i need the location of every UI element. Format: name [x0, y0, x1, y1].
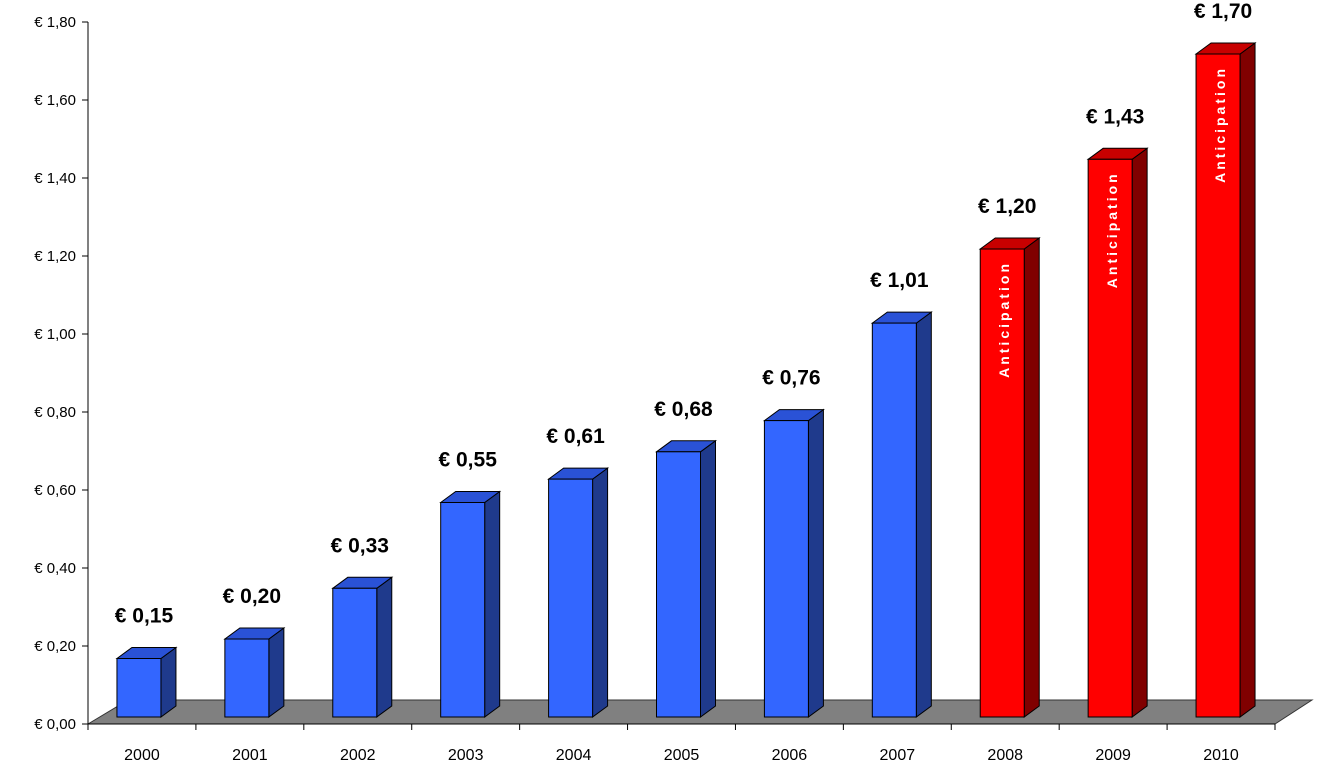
x-tick-label-2005: 2005	[664, 747, 700, 764]
bar-front	[763, 420, 809, 718]
bar-2004	[547, 467, 610, 718]
x-tick-label-2001: 2001	[232, 747, 268, 764]
data-label-2010: € 1,70	[1194, 0, 1252, 23]
bar-front	[116, 658, 162, 718]
data-label-2007: € 1,01	[870, 269, 929, 292]
data-label-2003: € 0,55	[438, 449, 497, 472]
bar-2006	[762, 408, 825, 718]
bar-2005	[654, 439, 718, 718]
bar-front	[224, 638, 270, 718]
bar-2007	[870, 311, 933, 718]
bar-annotation-2008: Anticipation	[996, 261, 1012, 378]
y-tick-label: € 0,40	[34, 560, 76, 577]
bar-side	[268, 627, 285, 718]
data-label-2008: € 1,20	[978, 195, 1036, 218]
bar-2002	[331, 576, 394, 718]
bar-side	[592, 467, 609, 718]
y-tick-label: € 1,60	[34, 92, 76, 109]
data-label-2006: € 0,76	[762, 367, 820, 390]
bar-side	[160, 646, 177, 718]
y-tick-label: € 0,00	[34, 716, 76, 733]
bar-front	[440, 502, 486, 718]
bar-side	[376, 576, 393, 718]
x-tick-label-2008: 2008	[987, 747, 1023, 764]
bar-front	[1195, 53, 1241, 718]
bar-front	[656, 451, 701, 718]
x-tick-label-2002: 2002	[340, 747, 376, 764]
x-tick-label-2009: 2009	[1095, 747, 1131, 764]
bar-front	[332, 587, 378, 718]
bar-annotation-2009: Anticipation	[1104, 171, 1120, 288]
bar-front	[871, 322, 917, 718]
data-label-2009: € 1,43	[1086, 105, 1144, 128]
bar-side	[484, 490, 501, 718]
bar-2010	[1194, 42, 1257, 718]
y-tick-label: € 0,20	[34, 638, 76, 655]
data-label-2002: € 0,33	[331, 534, 389, 557]
bar-front	[1087, 158, 1133, 718]
bar-front	[979, 248, 1025, 718]
bar-annotation-2010: Anticipation	[1212, 66, 1228, 183]
bar-side	[1239, 42, 1256, 718]
labels-layer: € 0,15 2000 € 0,20 2001 € 0,33 2002 € 0,55 2003…	[115, 0, 1252, 764]
y-tick-label: € 1,00	[34, 326, 76, 343]
bar-side	[1131, 147, 1148, 718]
data-label-2004: € 0,61	[546, 425, 605, 448]
x-tick-label-2006: 2006	[772, 747, 808, 764]
y-tick-label: € 1,80	[34, 14, 76, 31]
data-label-2005: € 0,68	[654, 398, 713, 421]
bar-side	[915, 311, 932, 718]
x-tick-label-2003: 2003	[448, 747, 484, 764]
bars-layer	[115, 42, 1257, 718]
x-tick-label-2004: 2004	[556, 747, 592, 764]
bar-side	[1023, 237, 1040, 718]
x-tick-label-2010: 2010	[1203, 747, 1239, 764]
bar-2008	[978, 237, 1041, 718]
bar-2001	[223, 627, 286, 718]
bar-2003	[439, 490, 502, 718]
y-tick-label: € 0,80	[34, 404, 76, 421]
bar-side	[807, 408, 824, 718]
bar-2000	[115, 646, 178, 718]
bar-2009	[1086, 147, 1149, 718]
y-tick-label: € 0,60	[34, 482, 76, 499]
x-tick-label-2007: 2007	[880, 747, 916, 764]
axes-layer: € 0,00 € 0,20 € 0,40 € 0,60 € 0,80 € 1,00 € 1,…	[34, 14, 1276, 733]
x-tick-label-2000: 2000	[124, 747, 160, 764]
data-label-2001: € 0,20	[223, 585, 281, 608]
data-label-2000: € 0,15	[115, 605, 174, 628]
y-tick-label: € 1,20	[34, 248, 76, 265]
bar-side	[700, 439, 716, 718]
bar-front	[548, 478, 594, 718]
y-tick-label: € 1,40	[34, 170, 76, 187]
